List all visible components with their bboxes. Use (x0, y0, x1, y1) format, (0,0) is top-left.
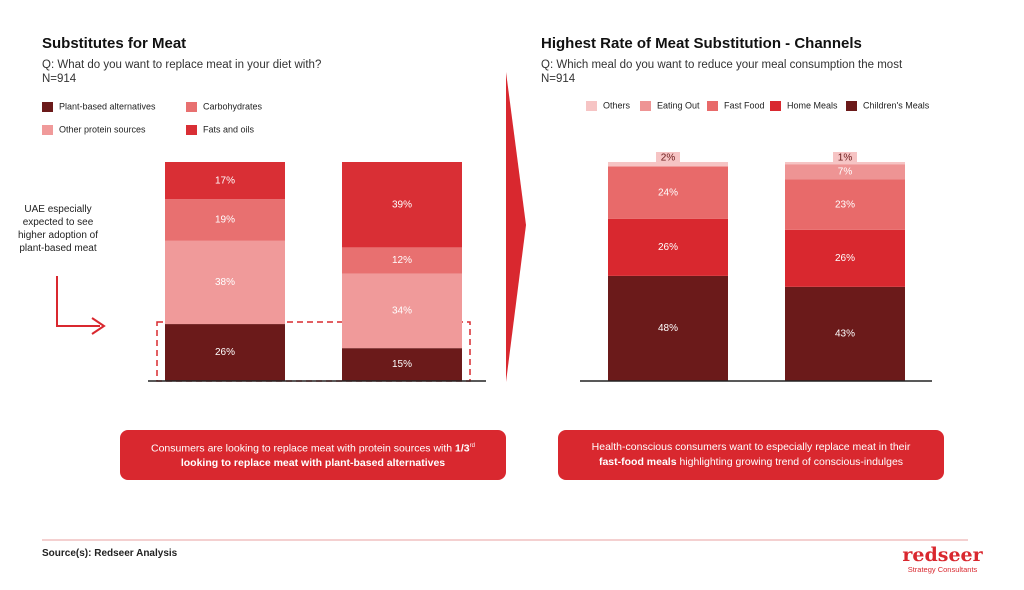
value-label: 19% (215, 215, 235, 226)
callout: Health-conscious consumers want to espec… (558, 430, 944, 480)
callout-part: Health-conscious consumers want to espec… (591, 441, 911, 453)
bar-segment (608, 218, 728, 276)
label-box (833, 152, 857, 164)
legend-swatch (707, 101, 718, 111)
chart-subtitle: Q: Which meal do you want to reduce your… (541, 59, 903, 71)
legend-label: Children's Meals (863, 100, 930, 110)
label-box (656, 152, 680, 164)
callout-bold: looking to replace meat with plant-based… (180, 457, 446, 470)
bar-segment (342, 348, 462, 381)
logo-name: redseer (902, 544, 983, 566)
value-label: 26% (835, 253, 855, 264)
callout-sup: rd (469, 442, 475, 449)
logo: redseer Strategy Consultants (895, 545, 990, 574)
value-label: 23% (835, 199, 855, 210)
callout-part: Consumers are looking to replace meat wi… (150, 442, 456, 455)
legend-swatch (640, 101, 651, 111)
chart-title: Substitutes for Meat (42, 35, 186, 52)
value-label: 26% (215, 347, 235, 358)
legend-label: Home Meals (787, 100, 838, 110)
bar-segment (165, 240, 285, 325)
chart-title: Highest Rate of Meat Substitution - Chan… (541, 35, 862, 52)
bar-segment (165, 162, 285, 200)
value-label: 26% (658, 242, 678, 253)
legend-label: Fast Food (724, 100, 765, 110)
legend-swatch (42, 102, 53, 112)
callout-part: highlighting growing trend of conscious-… (676, 456, 904, 468)
legend-swatch (186, 125, 197, 135)
value-label: 39% (392, 199, 412, 210)
callout-text: Consumers are looking to replace meat wi… (146, 439, 480, 472)
chart-subtitle: Q: What do you want to replace meat in y… (42, 59, 321, 71)
legend-swatch (846, 101, 857, 111)
bar-segment (785, 286, 905, 381)
value-label: 38% (215, 277, 235, 288)
callout-text: Health-conscious consumers want to espec… (584, 440, 918, 470)
bar-segment (608, 162, 728, 167)
source: Source(s): Redseer Analysis (42, 548, 178, 559)
bar-segment (785, 229, 905, 287)
bar-segment (608, 166, 728, 219)
legend-label: Others (603, 100, 631, 110)
divider-arrow (506, 72, 526, 382)
value-label: 12% (392, 255, 412, 266)
value-label: 2% (661, 153, 676, 164)
value-label: 7% (838, 166, 853, 177)
value-label: 17% (215, 175, 235, 186)
callout-bold: fast-food meals (598, 456, 677, 468)
sample-size: N=914 (42, 73, 77, 85)
legend-label: Plant-based alternatives (59, 101, 156, 111)
annotation: UAE especially expected to see higher ad… (17, 204, 99, 254)
legend-label: Other protein sources (59, 124, 146, 134)
highlight-box (156, 321, 471, 382)
value-label: 34% (392, 306, 412, 317)
value-label: 43% (835, 329, 855, 340)
bar-segment (165, 324, 285, 381)
callout: Consumers are looking to replace meat wi… (120, 430, 506, 480)
logo-tagline: Strategy Consultants (907, 565, 978, 574)
sample-size: N=914 (541, 73, 576, 85)
bar-segment (165, 199, 285, 241)
legend-label: Eating Out (657, 100, 700, 110)
callout-bold: 1/3 (455, 442, 470, 455)
value-label: 1% (838, 153, 853, 164)
value-label: 15% (392, 359, 412, 370)
legend-label: Carbohydrates (203, 101, 263, 111)
bar-segment (785, 179, 905, 230)
legend-swatch (586, 101, 597, 111)
bar-segment (342, 162, 462, 248)
value-label: 48% (658, 323, 678, 334)
legend-swatch (42, 125, 53, 135)
bar-segment (785, 164, 905, 180)
annotation-arrow (56, 276, 106, 335)
legend-swatch (186, 102, 197, 112)
value-label: 24% (658, 187, 678, 198)
bar-segment (342, 247, 462, 274)
bar-segment (608, 275, 728, 381)
legend-label: Fats and oils (203, 124, 255, 134)
legend-swatch (770, 101, 781, 111)
bar-segment (342, 273, 462, 349)
